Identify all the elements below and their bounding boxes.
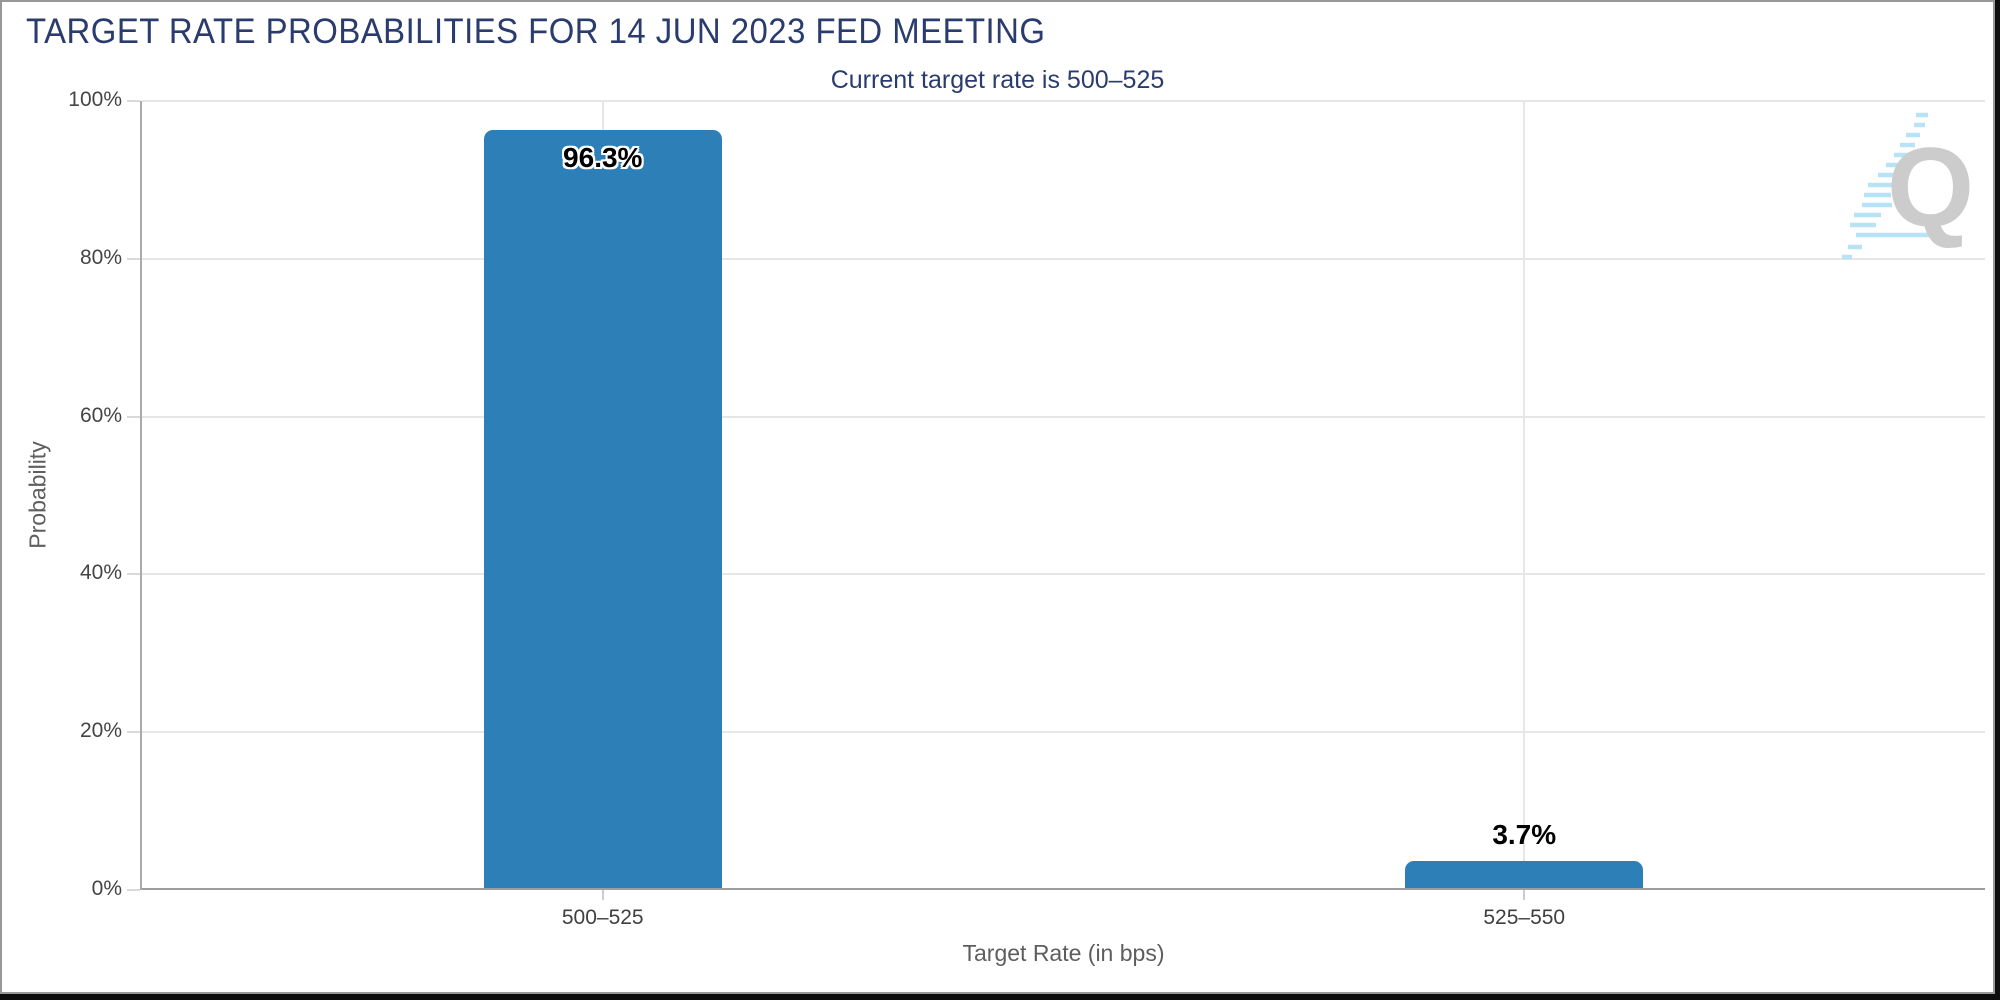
y-gridline	[142, 573, 1985, 576]
y-tick-label: 100%	[68, 88, 122, 111]
y-gridline	[142, 257, 1985, 260]
category-gridline	[1523, 101, 1526, 890]
y-axis-title: Probability	[24, 441, 51, 549]
y-tick-label: 0%	[91, 877, 122, 900]
bar-value-label: 3.7%	[1492, 818, 1557, 850]
y-tick-mark	[127, 573, 140, 576]
chart-subtitle: Current target rate is 500–525	[830, 66, 1165, 94]
y-gridline	[142, 415, 1985, 418]
y-tick-label: 40%	[79, 561, 122, 585]
y-tick-label: 80%	[79, 245, 122, 269]
x-tick-label: 525–550	[1483, 906, 1566, 929]
y-tick-mark	[127, 889, 140, 891]
bar-value-label: 96.3%	[563, 142, 643, 174]
logo-swoosh-icon	[1842, 112, 1934, 260]
y-tick-label: 60%	[79, 403, 122, 427]
x-tick-label: 500–525	[561, 906, 644, 929]
bar-500–525[interactable]	[483, 130, 722, 890]
x-axis-title: Target Rate (in bps)	[962, 940, 1165, 966]
chart-title: TARGET RATE PROBABILITIES FOR 14 JUN 202…	[26, 12, 1046, 51]
y-tick-mark	[127, 100, 140, 102]
x-axis-line	[142, 888, 1985, 890]
y-axis-line	[140, 101, 142, 890]
y-tick-mark	[127, 731, 140, 734]
x-tick-mark	[601, 890, 604, 900]
x-tick-mark	[1523, 890, 1526, 900]
plot-area: 0% 20% 40% 60% 80% 100% 96.3% 500–525 3.7% 525–55…	[68, 88, 1985, 929]
y-tick-mark	[127, 257, 140, 260]
brand-logo-q-watermark: Q	[1842, 112, 1974, 260]
y-gridline	[142, 100, 1985, 102]
y-gridline	[142, 731, 1985, 734]
logo-q-letter: Q	[1887, 125, 1974, 250]
y-tick-mark	[127, 415, 140, 418]
y-tick-label: 20%	[79, 719, 122, 743]
bar-525–550[interactable]	[1405, 860, 1644, 890]
